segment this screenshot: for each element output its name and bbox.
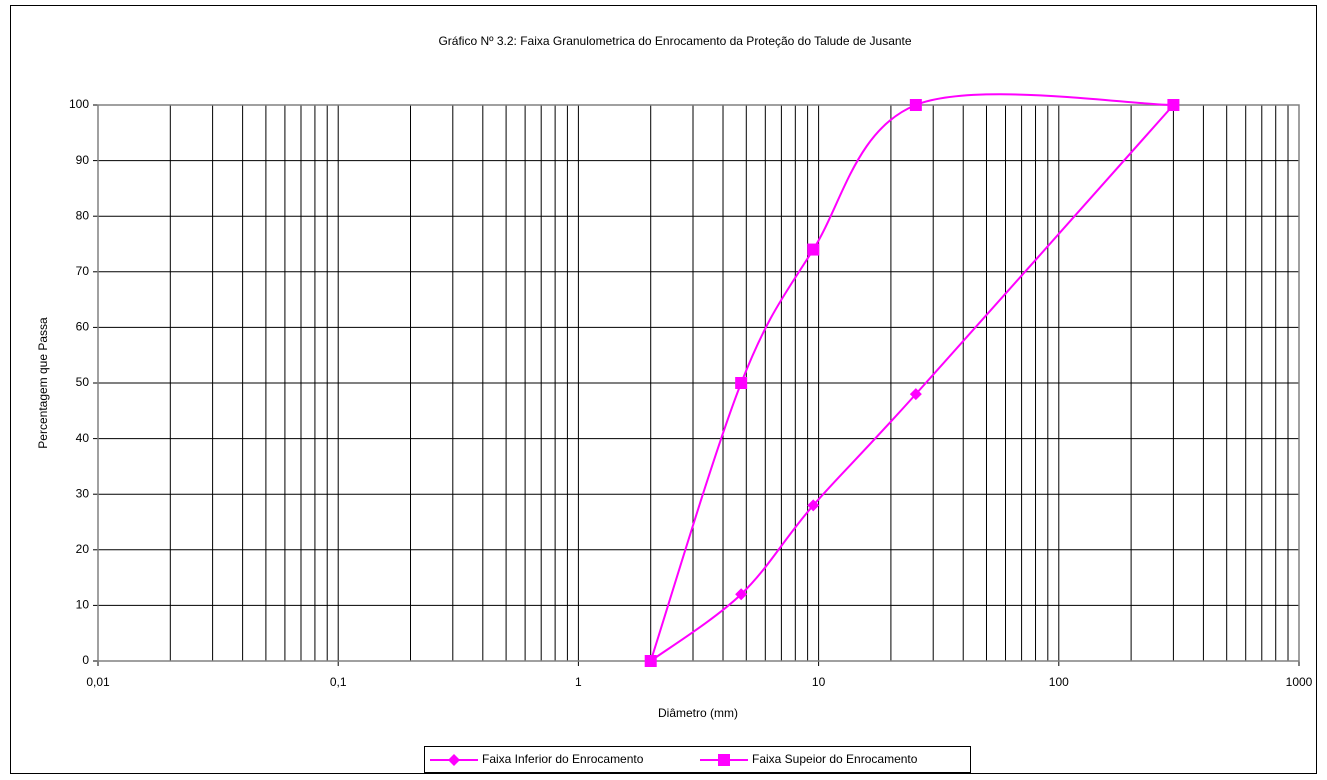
plot-area [97, 104, 1300, 662]
y-tick-label: 80 [76, 208, 90, 222]
y-tick-label: 20 [76, 542, 90, 556]
marker-diamond [909, 388, 922, 401]
x-tick-label: 1000 [1286, 675, 1313, 689]
marker-diamond [735, 588, 748, 601]
x-tick-label: 0,01 [86, 675, 110, 689]
marker-square [718, 754, 730, 766]
x-axis-label: Diâmetro (mm) [658, 706, 738, 720]
chart-title: Gráfico Nº 3.2: Faixa Granulometrica do … [438, 34, 911, 48]
x-tick-label: 0,1 [330, 675, 347, 689]
y-tick-label: 100 [69, 97, 89, 111]
y-tick-label: 0 [82, 653, 89, 667]
series-line [650, 104, 1175, 662]
marker-square [644, 655, 657, 667]
chart-border [10, 5, 1317, 774]
legend-label: Faixa Supeior do Enrocamento [752, 752, 918, 766]
marker-square [909, 99, 922, 111]
y-tick-label: 90 [76, 153, 90, 167]
y-axis-label: Percentagem que Passa [36, 317, 50, 449]
legend-box [424, 746, 971, 773]
y-tick-label: 30 [76, 486, 90, 500]
x-tick-label: 10 [812, 675, 826, 689]
y-tick-label: 50 [76, 375, 90, 389]
marker-square [1167, 99, 1180, 111]
y-tick-label: 10 [76, 598, 90, 612]
y-tick-label: 60 [76, 320, 90, 334]
marker-diamond [448, 754, 460, 766]
marker-square [807, 243, 820, 256]
y-tick-label: 40 [76, 431, 90, 445]
legend-label: Faixa Inferior do Enrocamento [482, 752, 644, 766]
marker-diamond [807, 499, 820, 512]
x-tick-label: 100 [1049, 675, 1069, 689]
y-tick-label: 70 [76, 264, 90, 278]
marker-square [735, 377, 748, 389]
x-tick-label: 1 [575, 675, 582, 689]
